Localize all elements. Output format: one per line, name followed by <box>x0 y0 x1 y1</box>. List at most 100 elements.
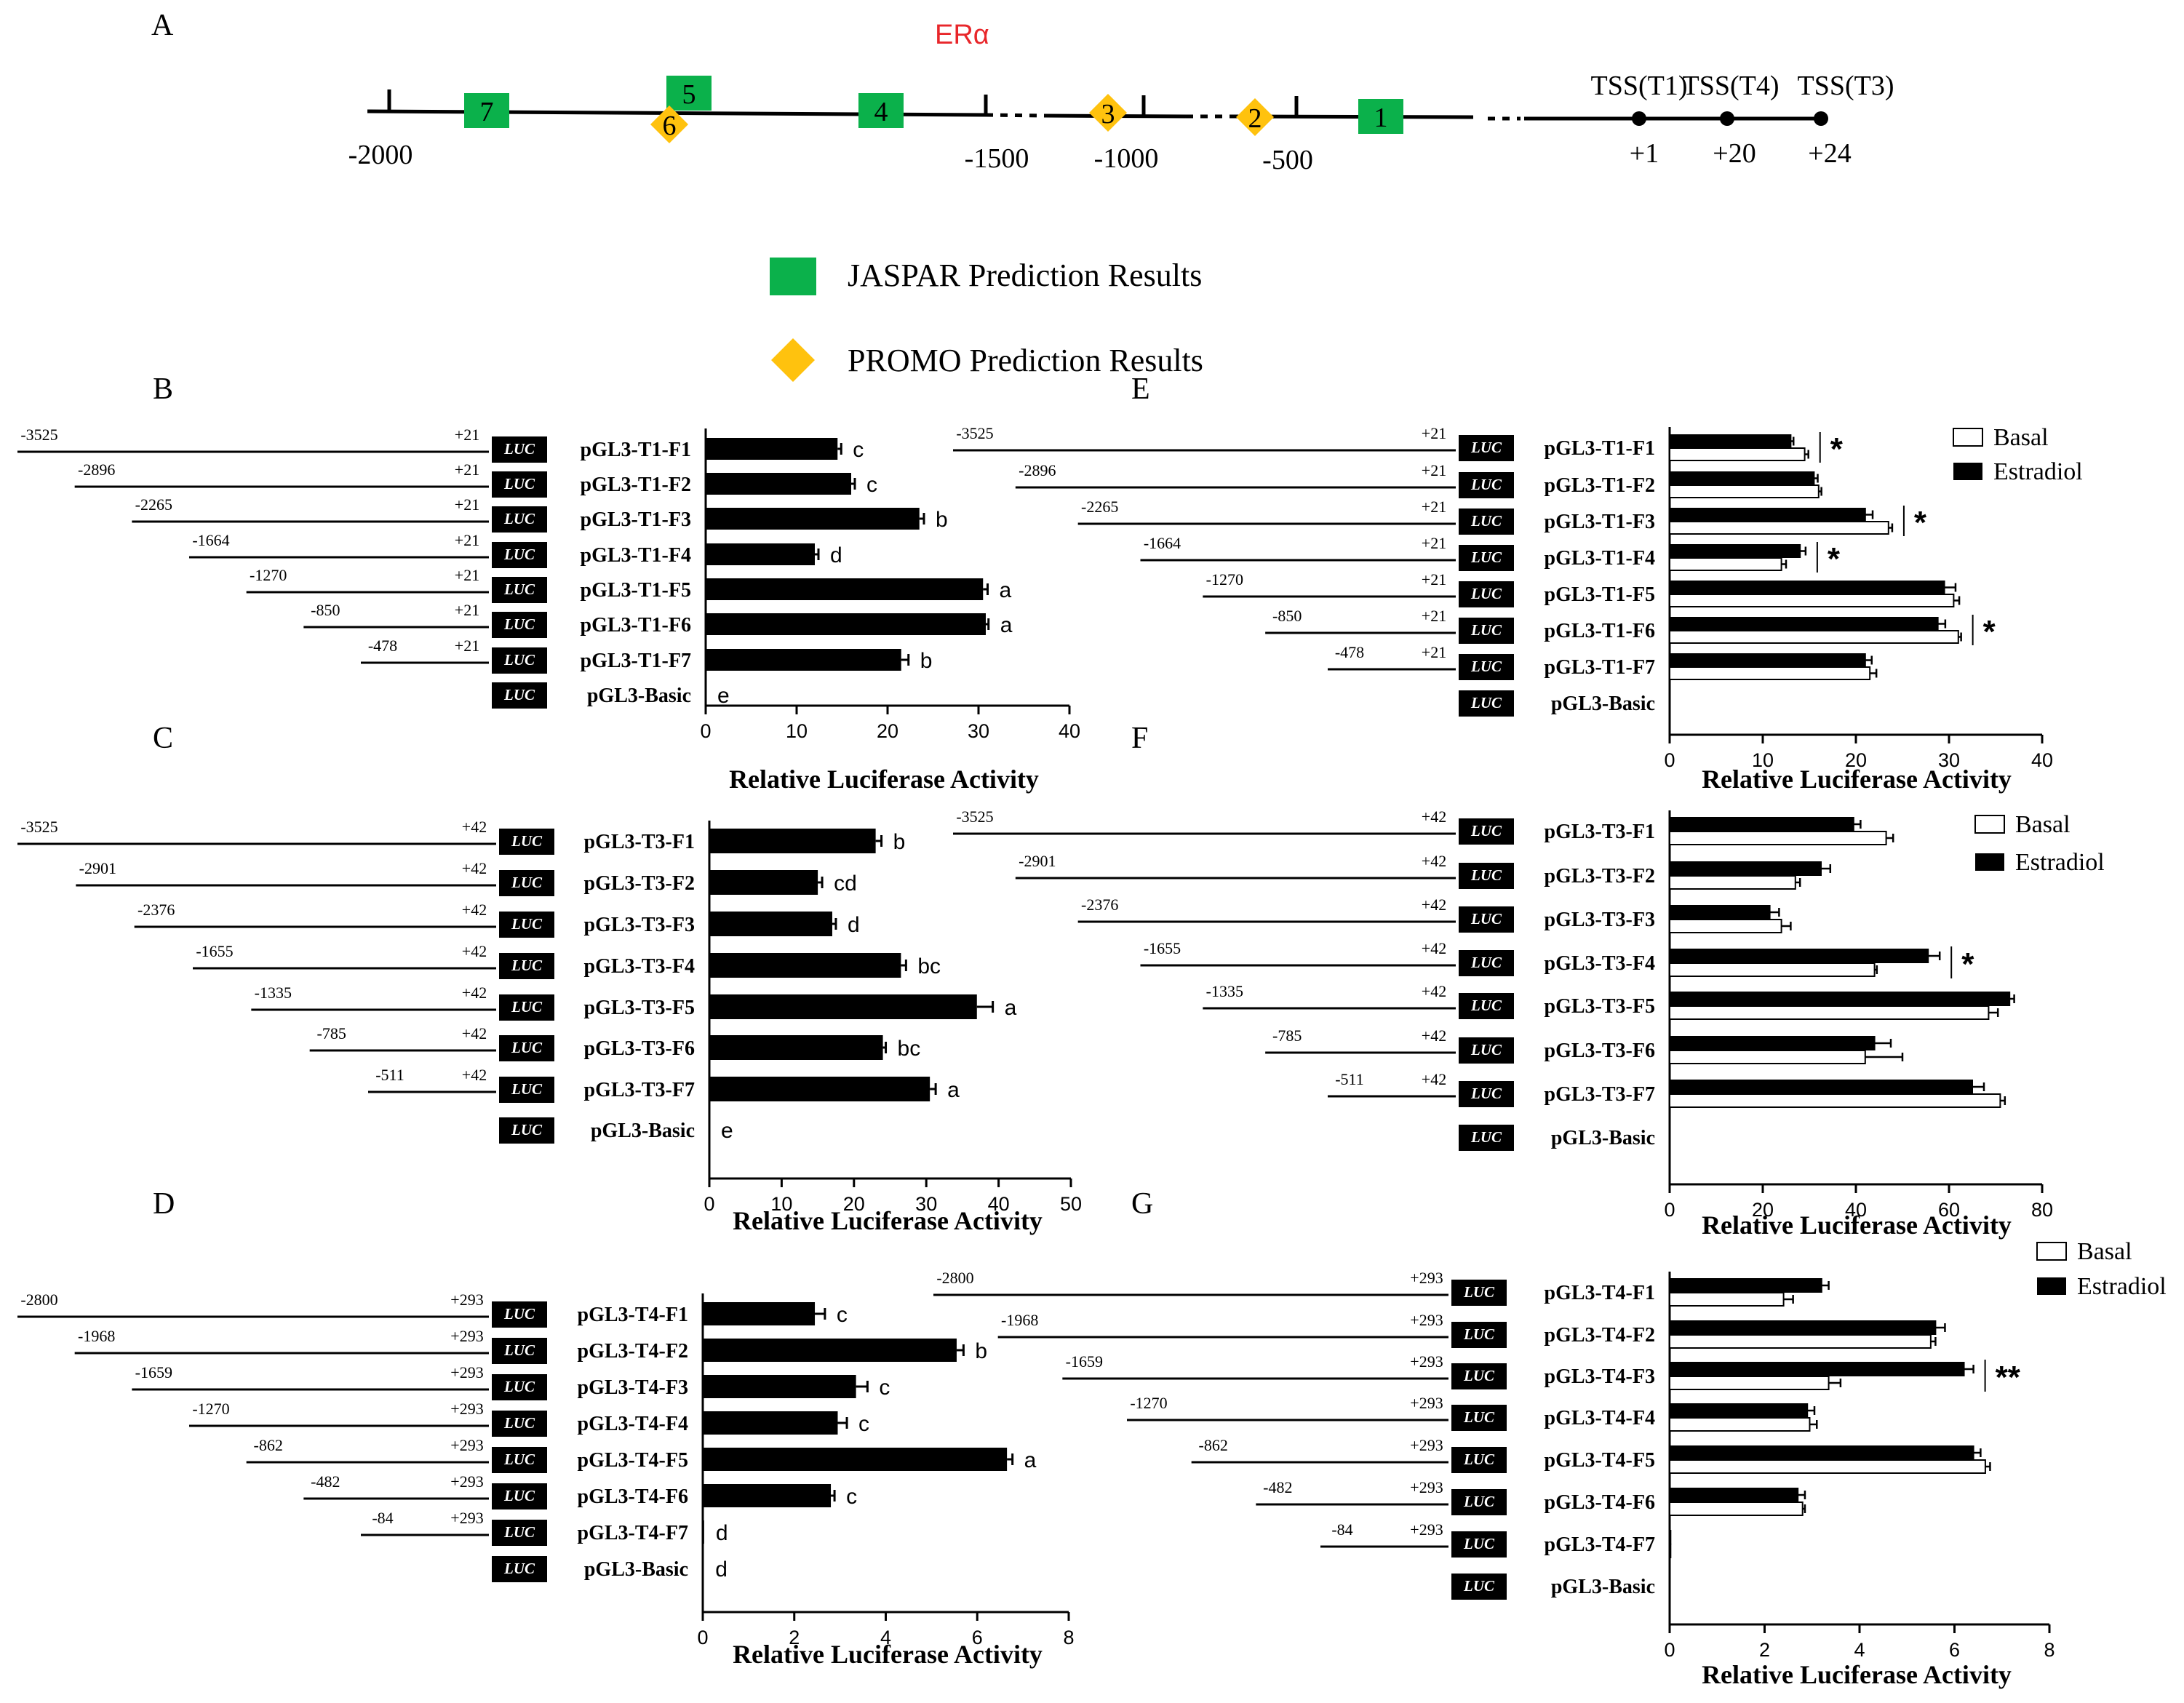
x-tick-label: 20 <box>877 720 898 742</box>
fragment-start-label: -3525 <box>956 424 993 442</box>
luc-label: LUC <box>503 1523 535 1541</box>
construct-label: pGL3-T4-F6 <box>578 1485 688 1508</box>
svg-text:+24: +24 <box>1808 138 1851 169</box>
luc-label: LUC <box>1470 997 1502 1014</box>
fragment-end-label: +42 <box>462 859 487 877</box>
luc-box <box>1451 1322 1507 1348</box>
bar-estradiol <box>1669 817 1854 831</box>
luc-label: LUC <box>1463 1325 1495 1343</box>
construct-label: pGL3-T1-F5 <box>1545 583 1655 606</box>
fragment-start-label: -785 <box>1272 1026 1302 1045</box>
construct-label: pGL3-T4-F3 <box>578 1376 688 1399</box>
panel-e-t1-estradiol: E 0 10 20 30 40 Relative Luciferase Activity pG… <box>953 372 2083 794</box>
luc-label: LUC <box>511 998 543 1016</box>
fragment-end-label: +293 <box>450 1472 483 1491</box>
luc-label: LUC <box>511 832 543 850</box>
luc-box <box>1459 654 1514 680</box>
bar-estradiol <box>1669 471 1815 485</box>
fragment-end-label: +21 <box>1422 424 1446 442</box>
bar-estradiol <box>1669 1278 1822 1293</box>
significance-letter: b <box>975 1339 987 1363</box>
bar-basal <box>1669 484 1820 498</box>
fragment-start-label: -2896 <box>78 460 115 479</box>
significance-letter: d <box>715 1558 728 1582</box>
fragment-end-label: +21 <box>455 637 479 655</box>
legend-label-estradiol: Estradiol <box>1993 458 2083 485</box>
fragment-start-label: -862 <box>1199 1436 1228 1454</box>
bar-estradiol <box>1669 1036 1876 1050</box>
bar-estradiol <box>1669 508 1866 522</box>
fragment-start-label: -862 <box>254 1436 283 1454</box>
legend-swatch-estradiol <box>1975 853 2004 871</box>
construct-label: pGL3-Basic <box>1551 693 1655 715</box>
era-factor-label: ERα <box>935 20 989 50</box>
luc-box <box>492 682 547 709</box>
bar <box>703 1448 1008 1471</box>
luc-box <box>1459 618 1514 644</box>
luc-box <box>1459 435 1514 461</box>
panel-letter-a: A <box>151 9 174 42</box>
significance-letter: d <box>716 1521 728 1545</box>
jaspar-site: 4 <box>858 93 904 128</box>
bar <box>703 1484 832 1507</box>
significance-letter: a <box>1000 613 1013 637</box>
construct-label: pGL3-T4-F5 <box>578 1449 688 1472</box>
bar <box>709 994 977 1019</box>
significance-letter: c <box>853 438 864 462</box>
fragment-start-label: -1659 <box>135 1363 172 1381</box>
svg-text:TSS(T1): TSS(T1) <box>1591 71 1688 101</box>
fragment-start-label: -1335 <box>1206 982 1243 1000</box>
x-tick-label: 0 <box>700 720 711 742</box>
luc-label: LUC <box>503 1414 535 1432</box>
panel-letter: G <box>1131 1187 1153 1221</box>
fragment-start-label: -850 <box>1272 607 1302 625</box>
x-tick-label: 50 <box>1060 1193 1082 1215</box>
tss-marker: TSS(T4) +20 <box>1683 71 1780 169</box>
luc-label: LUC <box>1470 658 1502 675</box>
fragment-start-label: -478 <box>1335 643 1364 661</box>
luc-label: LUC <box>1470 910 1502 928</box>
bar-estradiol <box>1669 617 1939 631</box>
fragment-end-label: +21 <box>455 495 479 514</box>
significance-stars: * <box>1961 946 1974 982</box>
bar-basal <box>1669 630 1959 644</box>
fragment-start-label: -850 <box>311 601 340 619</box>
x-tick-label: 0 <box>1664 1639 1675 1661</box>
x-axis-label: Relative Luciferase Activity <box>1702 1211 2012 1240</box>
fragment-end-label: +21 <box>455 601 479 619</box>
fragment-end-label: +21 <box>1422 498 1446 516</box>
legend-swatch-basal <box>1953 428 1983 447</box>
significance-stars: * <box>1914 505 1927 541</box>
fragment-start-label: -1659 <box>1066 1352 1103 1371</box>
fragment-start-label: -478 <box>368 637 397 655</box>
luc-box <box>499 953 554 979</box>
x-tick-label: 10 <box>770 1193 792 1215</box>
luc-box <box>492 1338 547 1364</box>
fragment-end-label: +42 <box>462 901 487 919</box>
fragment-end-label: +293 <box>1410 1436 1443 1454</box>
significance-letter: c <box>879 1376 890 1400</box>
construct-label: pGL3-T4-F4 <box>1545 1407 1655 1429</box>
luc-box <box>1451 1363 1507 1389</box>
fragment-start-label: -84 <box>1331 1520 1352 1539</box>
bar-estradiol <box>1669 861 1822 876</box>
bar-estradiol <box>1669 544 1801 558</box>
construct-label: pGL3-T4-F2 <box>578 1340 688 1363</box>
construct-label: pGL3-T3-F6 <box>584 1037 695 1060</box>
bar <box>703 1411 838 1435</box>
significance-stars: * <box>1828 541 1841 577</box>
bar-basal <box>1669 831 1887 845</box>
luc-label: LUC <box>1463 1451 1495 1468</box>
luc-box <box>499 912 554 938</box>
fragment-start-label: -1968 <box>1001 1311 1038 1329</box>
bar-basal <box>1669 1501 1804 1516</box>
luc-label: LUC <box>1463 1493 1495 1510</box>
fragment-end-label: +293 <box>450 1509 483 1527</box>
luc-label: LUC <box>503 1341 535 1359</box>
fragment-end-label: +42 <box>462 984 487 1002</box>
construct-label: pGL3-T3-F1 <box>1545 821 1655 843</box>
svg-text:6: 6 <box>663 111 677 141</box>
construct-label: pGL3-T3-F5 <box>1545 995 1655 1018</box>
bar <box>706 649 901 671</box>
luc-box <box>492 1520 547 1546</box>
